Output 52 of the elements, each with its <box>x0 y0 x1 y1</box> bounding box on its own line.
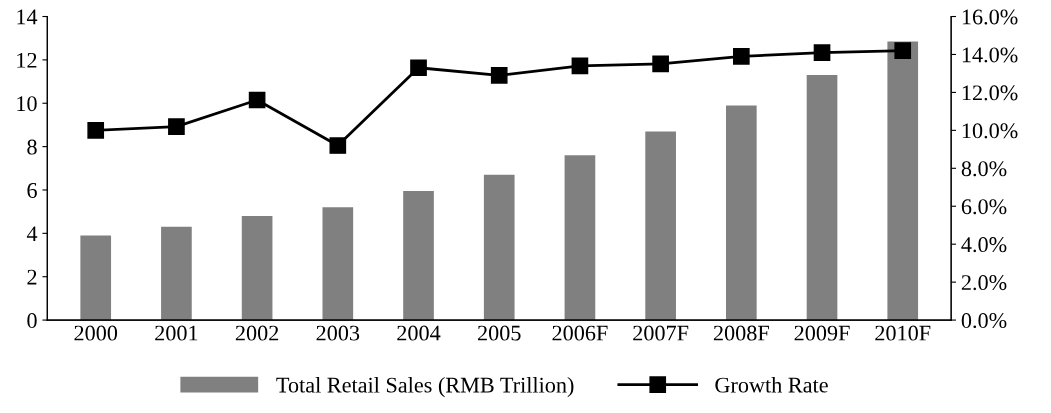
x-tick-label: 2003 <box>316 325 360 341</box>
bar <box>645 131 676 321</box>
y-tick-label: 6 <box>27 182 37 198</box>
x-tick-label: 2004 <box>397 325 441 341</box>
point <box>410 59 427 77</box>
x-tick-label: 2001 <box>155 325 198 341</box>
y2-tick-label: 10.0% <box>962 123 1018 139</box>
bar <box>806 75 838 321</box>
point <box>490 66 508 84</box>
legend-label: Total Retail Sales (RMB Trillion) <box>276 376 574 398</box>
y2-tick-label: 0.0% <box>961 313 1007 329</box>
point <box>813 44 831 61</box>
x-tick-label: 2009F <box>794 325 850 341</box>
bar <box>80 235 112 321</box>
x-tick-label: 2008F <box>713 325 769 341</box>
point <box>248 91 266 109</box>
point <box>168 118 185 135</box>
x-tick-label: 2000 <box>74 325 118 341</box>
point <box>894 42 912 60</box>
x-tick-label: 2002 <box>235 325 279 341</box>
bar <box>726 105 757 321</box>
y2-tick-label: 14.0% <box>962 47 1018 63</box>
y-tick-label: 12 <box>17 52 37 68</box>
bar <box>322 207 354 321</box>
point <box>87 122 105 139</box>
point <box>571 57 589 75</box>
bar <box>483 174 515 321</box>
y-tick-label: 2 <box>27 269 37 285</box>
y-tick-label: 4 <box>26 226 38 242</box>
y2-tick-label: 16.0% <box>962 9 1018 25</box>
point <box>329 137 347 154</box>
legend-label: Growth Rate <box>715 376 828 393</box>
y2-tick-label: 6.0% <box>961 199 1007 215</box>
bar <box>241 216 273 321</box>
y2-tick-label: 12.0% <box>962 85 1018 101</box>
point <box>652 55 669 73</box>
y-tick-label: 0 <box>27 313 37 328</box>
y2-tick-label: 4.0% <box>961 237 1007 253</box>
bar <box>564 155 596 321</box>
point <box>732 48 750 65</box>
y2-tick-label: 8.0% <box>961 161 1007 177</box>
bar <box>887 41 919 321</box>
y-tick-label: 10 <box>17 96 37 112</box>
x-tick-label: 2005 <box>477 325 521 341</box>
y-tick-label: 8 <box>27 139 37 155</box>
y2-tick-label: 2.0% <box>961 275 1007 291</box>
bar <box>403 191 434 321</box>
y-tick-label: 14 <box>17 9 38 25</box>
x-tick-label: 2010F <box>875 325 931 341</box>
bar <box>161 226 192 321</box>
x-tick-label: 2007F <box>633 325 689 341</box>
x-tick-label: 2006F <box>552 325 608 341</box>
